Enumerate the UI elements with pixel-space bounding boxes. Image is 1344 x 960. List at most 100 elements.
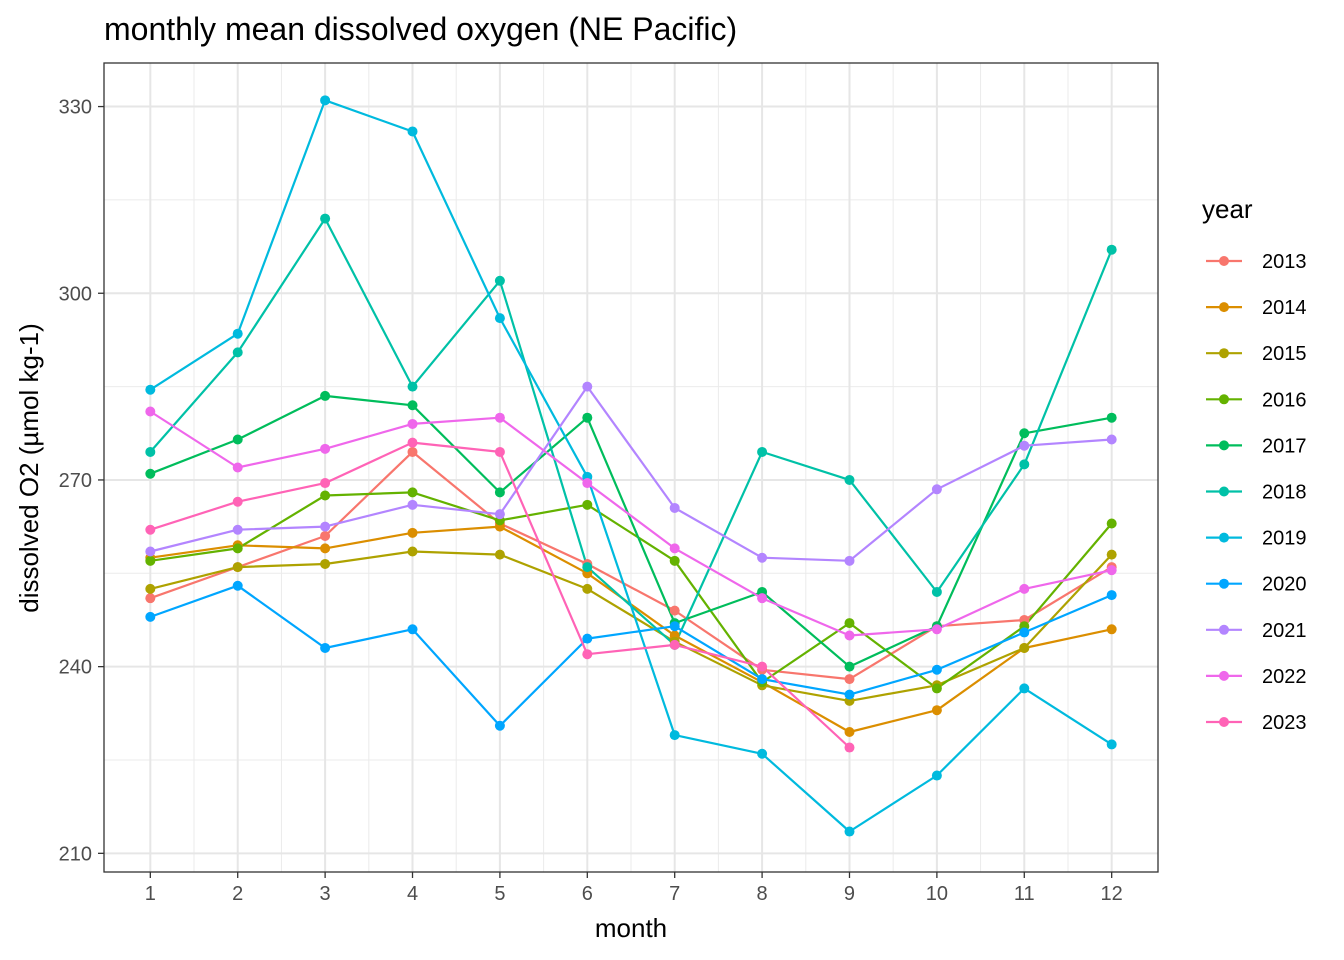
data-point-2023-5 (494, 446, 505, 457)
data-point-2014-9 (844, 726, 855, 737)
legend: year 2013 2014 2015 2016 2017 2018 2019 2020 202… (1202, 194, 1307, 734)
data-point-2017-12 (1106, 412, 1117, 423)
data-point-2018-6 (582, 562, 593, 573)
legend-label: 2013 (1262, 251, 1307, 273)
legend-key-point (1219, 348, 1229, 359)
data-point-2021-9 (844, 555, 855, 566)
data-point-2020-10 (931, 664, 942, 675)
x-axis-title: month (595, 913, 667, 943)
data-point-2020-11 (1019, 627, 1030, 638)
data-point-2021-10 (931, 484, 942, 495)
legend-item-2013: 2013 (1206, 251, 1307, 273)
data-point-2022-10 (931, 624, 942, 635)
chart-title: monthly mean dissolved oxygen (NE Pacifi… (104, 11, 737, 47)
data-point-2015-11 (1019, 642, 1030, 653)
data-point-2022-4 (407, 418, 418, 429)
data-point-2022-6 (582, 478, 593, 489)
legend-label: 2020 (1262, 574, 1307, 596)
data-point-2023-6 (582, 649, 593, 660)
data-point-2022-8 (757, 593, 768, 604)
data-point-2015-6 (582, 583, 593, 594)
x-axis: 1 2 3 4 5 6 7 8 9 10 11 12 (145, 872, 1123, 905)
series-line-2019 (149, 99, 1113, 833)
legend-item-2014: 2014 (1206, 297, 1307, 319)
data-point-2018-2 (232, 347, 243, 358)
legend-label: 2018 (1262, 482, 1307, 504)
series-line-2013 (149, 450, 1113, 681)
legend-label: 2021 (1262, 620, 1307, 642)
data-point-2018-12 (1106, 244, 1117, 255)
data-point-2017-4 (407, 400, 418, 411)
data-point-2019-7 (669, 730, 680, 741)
legend-label: 2023 (1262, 712, 1307, 734)
legend-item-2017: 2017 (1206, 435, 1307, 457)
data-point-2019-4 (407, 126, 418, 137)
y-tick-label: 240 (59, 657, 92, 679)
data-point-2013-3 (320, 530, 331, 541)
data-point-2018-11 (1019, 459, 1030, 470)
series-points (145, 95, 1117, 837)
data-point-2017-9 (844, 661, 855, 672)
data-point-2016-6 (582, 499, 593, 510)
legend-label: 2016 (1262, 389, 1307, 411)
data-point-2021-3 (320, 521, 331, 532)
legend-key-point (1219, 624, 1229, 635)
data-point-2018-5 (494, 275, 505, 286)
legend-item-2015: 2015 (1206, 343, 1307, 365)
legend-item-2023: 2023 (1206, 712, 1307, 734)
data-point-2019-10 (931, 770, 942, 781)
data-point-2019-8 (757, 748, 768, 759)
data-point-2013-4 (407, 446, 418, 457)
legend-key-point (1219, 532, 1229, 543)
y-axis-title: dissolved O2 (µmol kg-1) (14, 323, 44, 613)
x-tick-label: 8 (757, 883, 768, 905)
data-point-2018-9 (844, 474, 855, 485)
x-tick-label: 5 (494, 883, 505, 905)
data-point-2016-7 (669, 555, 680, 566)
data-point-2015-3 (320, 558, 331, 569)
data-point-2019-2 (232, 328, 243, 339)
data-point-2023-3 (320, 478, 331, 489)
data-point-2019-1 (145, 384, 156, 395)
data-point-2015-12 (1106, 549, 1117, 560)
legend-title: year (1202, 194, 1253, 224)
data-point-2022-7 (669, 543, 680, 554)
x-tick-label: 10 (926, 883, 948, 905)
data-point-2017-6 (582, 412, 593, 423)
data-point-2013-9 (844, 674, 855, 685)
data-point-2017-2 (232, 434, 243, 445)
data-point-2017-11 (1019, 428, 1030, 439)
series-line-2017 (149, 394, 1112, 668)
legend-item-2022: 2022 (1206, 666, 1307, 688)
data-point-2021-11 (1019, 440, 1030, 451)
data-point-2015-1 (145, 583, 156, 594)
y-tick-label: 270 (59, 470, 92, 492)
data-point-2015-4 (407, 546, 418, 557)
data-point-2020-9 (844, 689, 855, 700)
legend-item-2016: 2016 (1206, 389, 1307, 411)
data-point-2016-10 (931, 683, 942, 694)
legend-key-point (1219, 440, 1229, 451)
data-point-2019-12 (1106, 739, 1117, 750)
data-point-2021-1 (145, 546, 156, 557)
data-point-2017-3 (320, 390, 331, 401)
data-point-2016-12 (1106, 518, 1117, 529)
data-point-2018-4 (407, 381, 418, 392)
legend-item-2019: 2019 (1206, 528, 1307, 550)
data-point-2014-12 (1106, 624, 1117, 635)
plot-border (103, 62, 1159, 873)
data-point-2022-1 (145, 406, 156, 417)
legend-key-point (1219, 717, 1229, 727)
series-line-2021 (150, 385, 1112, 562)
data-point-2023-9 (844, 742, 855, 753)
legend-label: 2017 (1262, 435, 1307, 457)
y-axis: 210 240 270 300 330 (59, 97, 104, 865)
data-point-2020-1 (145, 611, 156, 622)
data-point-2016-2 (232, 543, 243, 554)
data-point-2015-5 (494, 549, 505, 560)
data-point-2019-11 (1019, 683, 1030, 694)
data-point-2021-7 (669, 502, 680, 513)
legend-label: 2022 (1262, 666, 1307, 688)
y-tick-label: 330 (59, 97, 92, 119)
data-point-2020-2 (232, 580, 243, 591)
